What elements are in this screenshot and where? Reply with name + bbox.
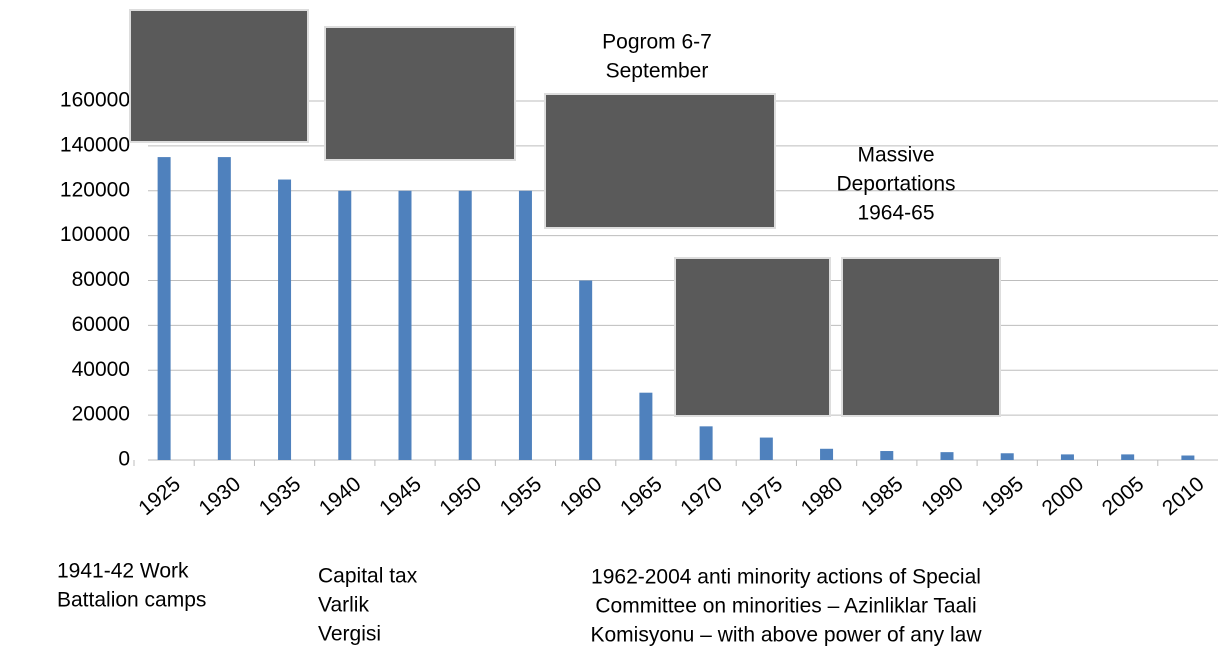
y-tick-label: 140000: [60, 133, 130, 156]
x-tick-label: 1935: [255, 472, 306, 520]
bar: [459, 191, 472, 460]
annotation: 1964-65: [857, 202, 934, 225]
x-tick-label: 1975: [737, 472, 788, 520]
x-tick-label: 1955: [496, 472, 547, 520]
annotation: Vergisi: [318, 623, 381, 646]
bar: [1001, 453, 1014, 460]
bar: [1181, 456, 1194, 460]
bar: [519, 191, 532, 460]
y-tick-label: 20000: [72, 403, 130, 426]
bar: [278, 180, 291, 460]
annotation: Pogrom 6-7: [602, 31, 712, 54]
x-tick-label: 2000: [1038, 472, 1089, 520]
y-tick-label: 100000: [60, 223, 130, 246]
annotation: Capital tax: [318, 565, 418, 588]
chart: 0 20000 40000 60000 80000 100000 120000 140000 1…: [0, 0, 1226, 654]
photo: [675, 258, 830, 416]
y-tick-label: 60000: [72, 313, 130, 336]
bar: [218, 157, 231, 460]
y-tick-label: 0: [118, 448, 130, 471]
photo: [545, 94, 775, 228]
annotation: Committee on minorities – Azinliklar Taa…: [595, 595, 976, 618]
bar: [1061, 454, 1074, 460]
annotation: 1941-42 Work: [57, 560, 189, 583]
x-tick-label: 1930: [195, 472, 246, 520]
x-tick-label: 1995: [977, 472, 1028, 520]
x-tick-label: 1965: [616, 472, 667, 520]
bar: [639, 393, 652, 460]
annotation: Deportations: [836, 173, 955, 196]
annotation: Komisyonu – with above power of any law: [590, 624, 982, 647]
bar: [399, 191, 412, 460]
annotation: Battalion camps: [57, 589, 206, 612]
bar: [700, 426, 713, 460]
photo: [325, 27, 515, 160]
x-tick-label: 1970: [676, 472, 727, 520]
bar: [820, 449, 833, 460]
bar: [338, 191, 351, 460]
y-tick-label: 160000: [60, 89, 130, 112]
photo: [842, 258, 1000, 416]
annotation: September: [606, 60, 709, 83]
bar: [579, 281, 592, 461]
x-tick-label: 1950: [435, 472, 486, 520]
x-tick-label: 1940: [315, 472, 366, 520]
photo: [130, 10, 308, 142]
annotation: 1962-2004 anti minority actions of Speci…: [591, 566, 981, 589]
y-tick-label: 120000: [60, 178, 130, 201]
bar: [941, 452, 954, 460]
y-tick-label: 40000: [72, 358, 130, 381]
x-tick-label: 1980: [797, 472, 848, 520]
bar: [760, 438, 773, 460]
bar: [1121, 454, 1134, 460]
x-tick-label: 1925: [134, 472, 185, 520]
x-tick-label: 1945: [375, 472, 426, 520]
annotation: Massive: [857, 144, 934, 167]
x-tick-label: 1960: [556, 472, 607, 520]
x-tick-label: 2005: [1098, 472, 1149, 520]
y-tick-label: 80000: [72, 268, 130, 291]
x-tick-label: 2010: [1158, 472, 1209, 520]
x-tick-label: 1990: [917, 472, 968, 520]
x-tick-label: 1985: [857, 472, 908, 520]
bar: [880, 451, 893, 460]
bar: [158, 157, 171, 460]
annotation: Varlik: [318, 594, 369, 617]
